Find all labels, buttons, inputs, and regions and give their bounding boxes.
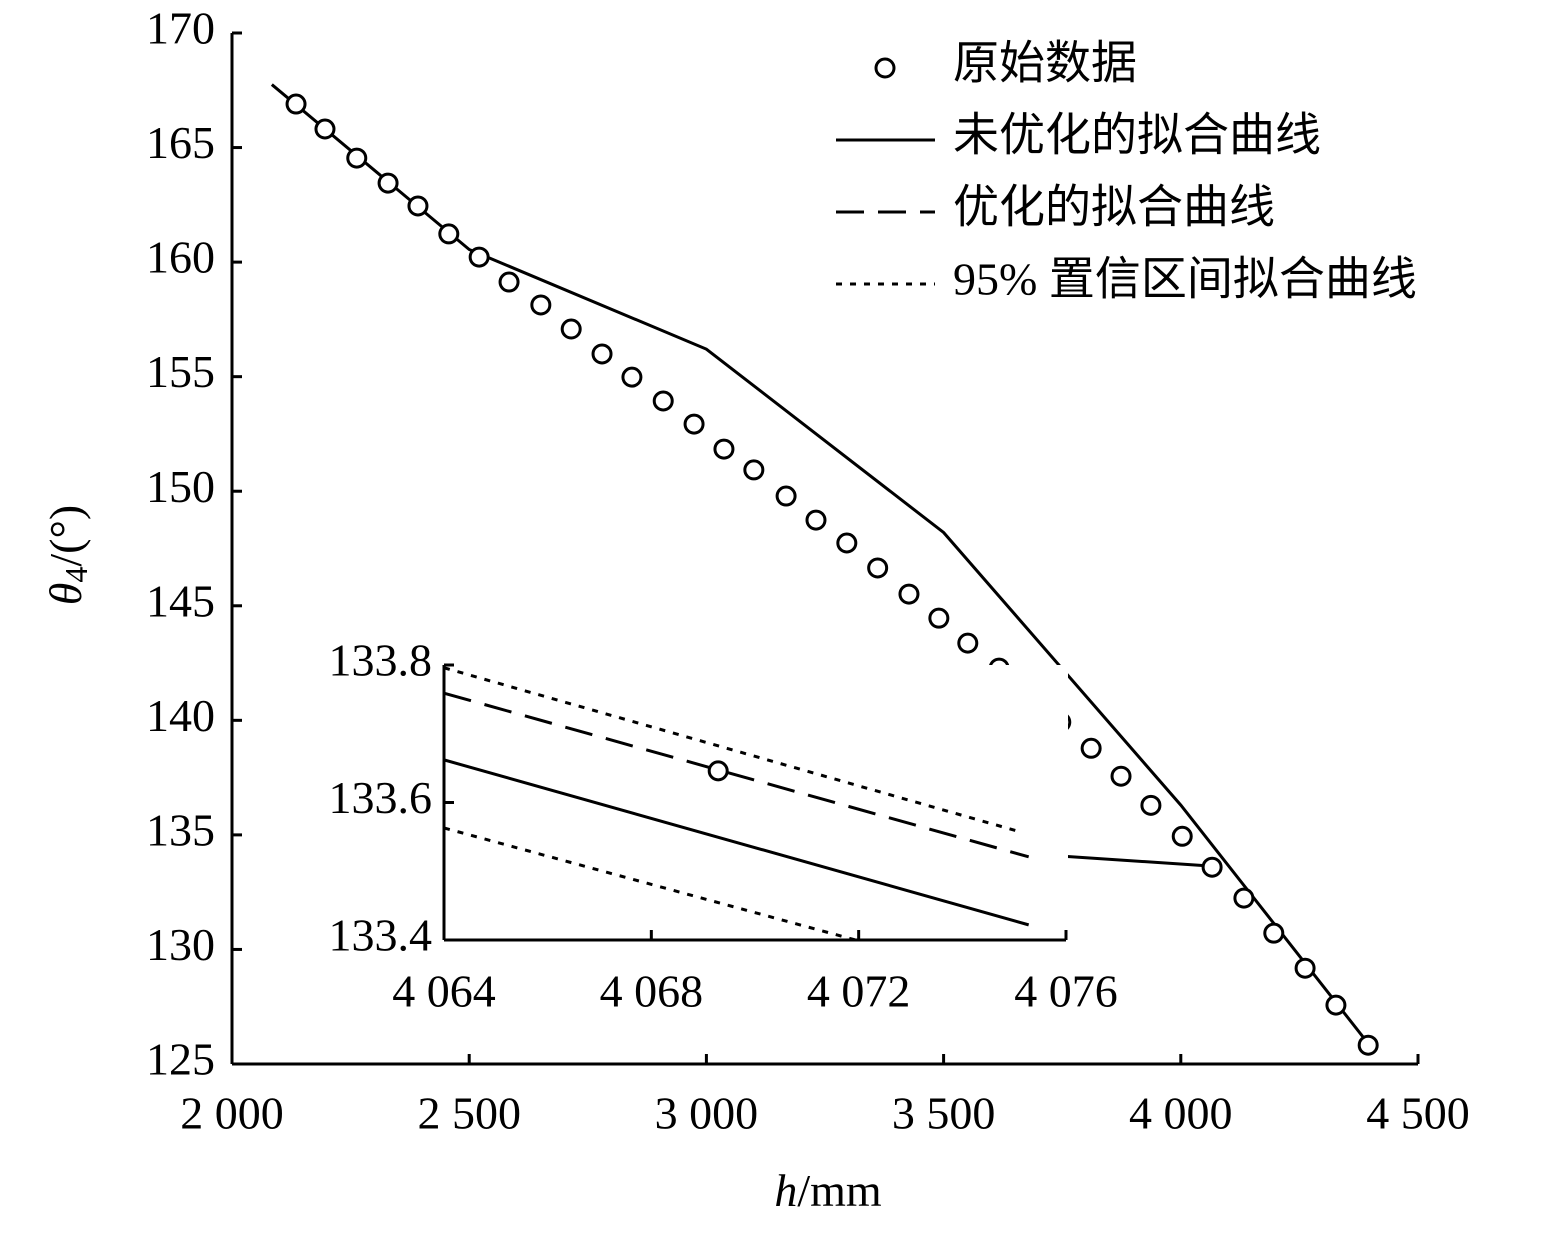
x-tick-label: 2 000 [180, 1088, 284, 1139]
x-tick-label: 3 000 [655, 1088, 759, 1139]
x-tick-label: 3 500 [892, 1088, 996, 1139]
data-point [285, 93, 307, 115]
data-point [1325, 994, 1347, 1016]
fit-curve [443, 666, 1022, 834]
data-point [683, 413, 705, 435]
fit-curve [270, 83, 1377, 1054]
data-point [346, 147, 368, 169]
y-label-symbol: θ [40, 583, 91, 606]
data-point [314, 118, 336, 140]
data-point [560, 318, 582, 340]
y-axis-label: θ4/(°) [40, 505, 95, 605]
data-point [530, 294, 552, 316]
legend-marker [874, 57, 896, 79]
y-tick-label: 160 [146, 232, 215, 283]
x-tick-label: 4 500 [1366, 1088, 1470, 1139]
data-point [898, 583, 920, 605]
data-point [407, 195, 429, 217]
y-tick-label: 133.6 [329, 772, 433, 823]
data-point [498, 271, 520, 293]
data-point [775, 485, 797, 507]
data-point [1110, 765, 1132, 787]
y-tick-label: 165 [146, 117, 215, 168]
data-point [867, 557, 889, 579]
fit-curve [443, 691, 1030, 859]
y-tick-label: 145 [146, 575, 215, 626]
data-point [707, 760, 729, 782]
y-tick-label: 133.8 [329, 635, 433, 686]
data-point [591, 343, 613, 365]
data-point [1233, 887, 1255, 909]
inset-connector [1044, 853, 1211, 868]
data-point [468, 246, 490, 268]
y-tick-label: 140 [146, 690, 215, 741]
x-tick-label: 4 076 [1014, 966, 1118, 1017]
data-point [1263, 922, 1285, 944]
inset-background [446, 665, 1068, 938]
data-point [713, 438, 735, 460]
y-tick-label: 125 [146, 1034, 215, 1085]
fit-curve [443, 826, 856, 942]
data-point [377, 172, 399, 194]
data-point [1294, 957, 1316, 979]
x-tick-label: 4 000 [1129, 1088, 1233, 1139]
y-tick-label: 170 [146, 3, 215, 54]
y-tick-label: 150 [146, 461, 215, 512]
legend-label: 优化的拟合曲线 [953, 182, 1275, 233]
legend-label: 95% 置信区间拟合曲线 [953, 254, 1417, 305]
data-point [1140, 794, 1162, 816]
data-point [743, 459, 765, 481]
y-tick-label: 135 [146, 804, 215, 855]
data-point [1201, 856, 1223, 878]
data-point [1357, 1034, 1379, 1056]
data-point [836, 532, 858, 554]
legend-label: 未优化的拟合曲线 [953, 110, 1321, 161]
data-point [1080, 737, 1102, 759]
legend-label: 原始数据 [953, 38, 1137, 89]
x-tick-label: 4 072 [807, 966, 911, 1017]
data-point [957, 632, 979, 654]
data-point [1171, 825, 1193, 847]
data-point [652, 390, 674, 412]
x-tick-label: 4 068 [600, 966, 704, 1017]
data-point [805, 509, 827, 531]
x-label-unit: /mm [797, 1165, 882, 1216]
y-tick-label: 155 [146, 346, 215, 397]
x-axis-label: h/mm [774, 1165, 882, 1216]
y-label-subscript: 4 [58, 567, 94, 583]
data-point [621, 366, 643, 388]
x-label-symbol: h [774, 1165, 797, 1216]
x-tick-label: 4 064 [392, 966, 496, 1017]
data-point [438, 223, 460, 245]
y-label-unit: /(°) [40, 505, 91, 567]
y-tick-label: 130 [146, 919, 215, 970]
fit-curve [443, 758, 1030, 927]
x-tick-label: 2 500 [417, 1088, 521, 1139]
data-point [928, 607, 950, 629]
y-tick-label: 133.4 [329, 910, 433, 961]
